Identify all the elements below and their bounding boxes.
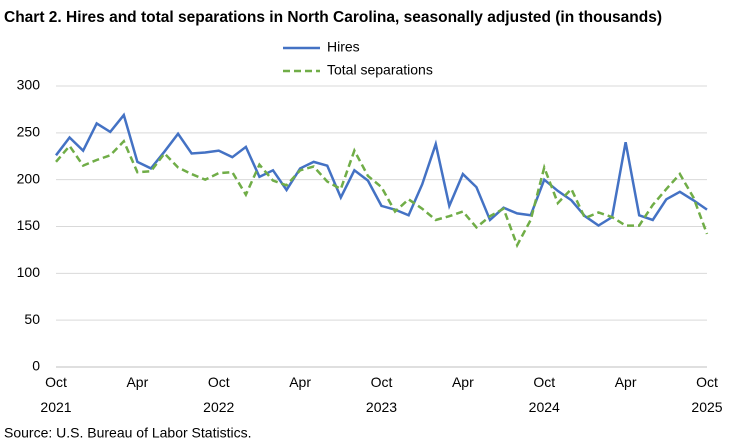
x-tick-label: Oct 2025: [691, 374, 722, 415]
y-tick-label: 200: [17, 170, 41, 186]
y-tick-label: 250: [17, 124, 41, 140]
chart-title: Chart 2. Hires and total separations in …: [4, 9, 662, 26]
x-tick-label: Oct 2024: [529, 374, 560, 415]
legend-label: Hires: [327, 39, 360, 55]
y-tick-label: 300: [17, 77, 41, 93]
legend-label: Total separations: [327, 62, 433, 78]
y-tick-label: 50: [24, 311, 40, 327]
series-line: [55, 139, 709, 249]
x-tick-label: Oct 2021: [40, 374, 71, 415]
x-tick-label: Apr: [615, 374, 637, 390]
source-note: Source: U.S. Bureau of Labor Statistics.: [4, 425, 251, 441]
series-line: [55, 112, 708, 228]
x-tick-label: Apr: [289, 374, 311, 390]
y-tick-label: 150: [17, 217, 41, 233]
x-tick-label: Apr: [126, 374, 148, 390]
y-tick-label: 100: [17, 264, 41, 280]
x-tick-label: Apr: [452, 374, 474, 390]
y-tick-label: 0: [32, 358, 40, 374]
x-tick-label: Oct 2022: [203, 374, 234, 415]
x-tick-label: Oct 2023: [366, 374, 397, 415]
